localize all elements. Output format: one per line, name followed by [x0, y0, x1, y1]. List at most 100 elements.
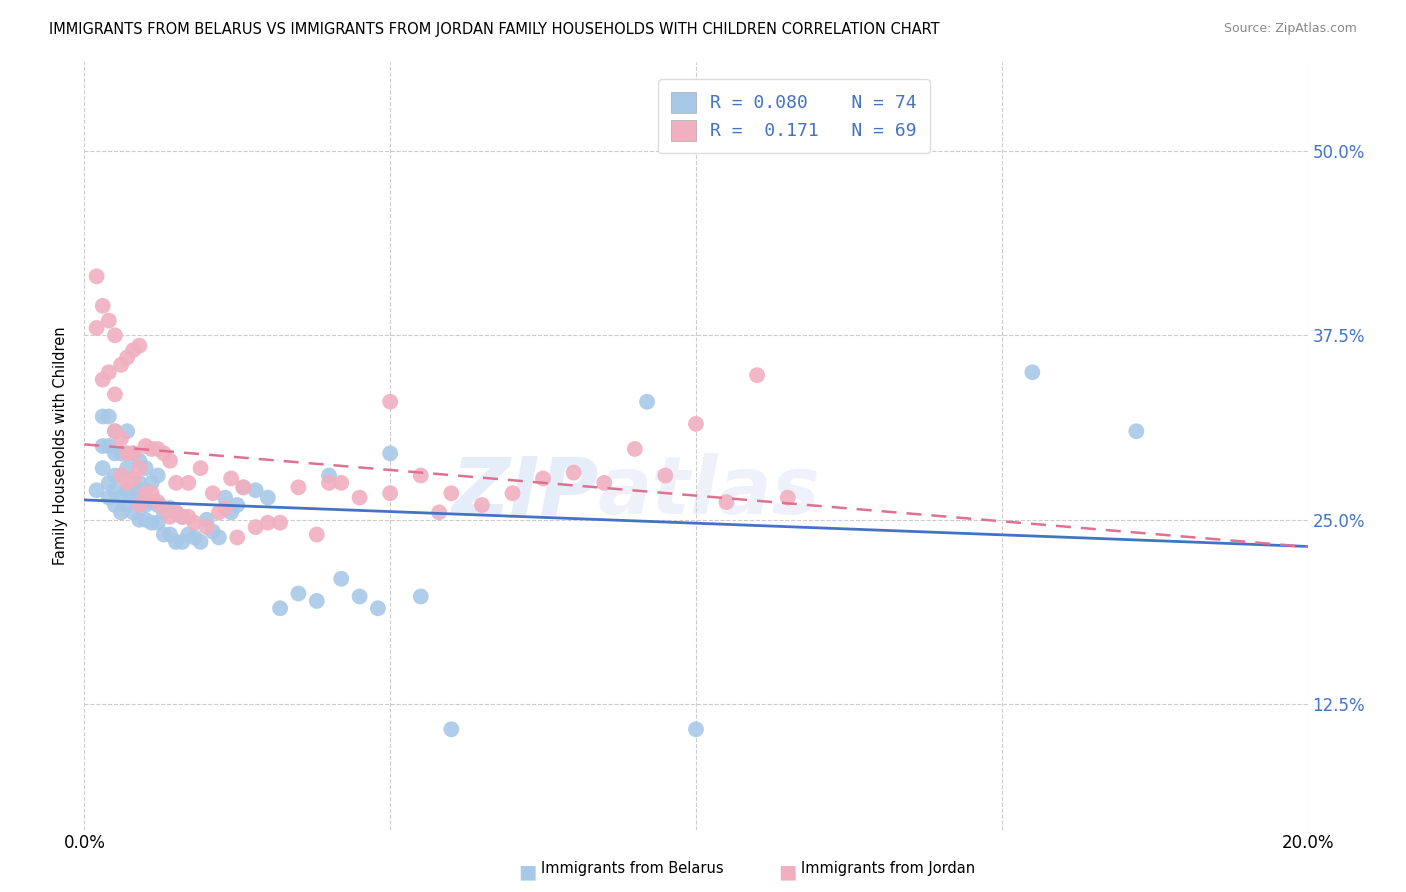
Point — [183, 531, 205, 545]
Point — [159, 527, 181, 541]
Point — [440, 486, 463, 500]
Point — [115, 446, 138, 460]
Point — [91, 461, 114, 475]
Point — [1125, 424, 1147, 438]
Point — [165, 535, 187, 549]
Point — [97, 365, 120, 379]
Point — [502, 486, 524, 500]
Point — [110, 491, 132, 505]
Point — [349, 590, 371, 604]
Point — [165, 505, 187, 519]
Point — [153, 505, 176, 519]
Point — [104, 424, 127, 438]
Point — [141, 475, 163, 490]
Point — [135, 439, 157, 453]
Point — [115, 483, 138, 498]
Point — [91, 299, 114, 313]
Point — [208, 531, 231, 545]
Point — [232, 480, 254, 494]
Point — [91, 439, 114, 453]
Point — [159, 500, 181, 515]
Point — [636, 394, 658, 409]
Point — [146, 498, 169, 512]
Point — [367, 601, 389, 615]
Point — [177, 527, 200, 541]
Text: ■: ■ — [778, 862, 797, 881]
Point — [128, 339, 150, 353]
Legend: R = 0.080    N = 74, R =  0.171   N = 69: R = 0.080 N = 74, R = 0.171 N = 69 — [658, 79, 929, 153]
Point — [104, 483, 127, 498]
Point — [172, 509, 194, 524]
Point — [135, 483, 157, 498]
Point — [318, 475, 340, 490]
Point — [110, 432, 132, 446]
Point — [141, 486, 163, 500]
Point — [219, 471, 242, 485]
Point — [104, 387, 127, 401]
Point — [97, 491, 120, 505]
Point — [380, 394, 402, 409]
Point — [115, 446, 138, 460]
Point — [214, 500, 236, 515]
Point — [440, 723, 463, 737]
Point — [122, 505, 145, 519]
Point — [716, 495, 738, 509]
Point — [380, 486, 402, 500]
Point — [201, 486, 224, 500]
Point — [97, 439, 120, 453]
Point — [153, 527, 176, 541]
Point — [128, 461, 150, 475]
Point — [287, 586, 309, 600]
Point — [110, 468, 132, 483]
Point — [624, 442, 647, 456]
Point — [97, 409, 120, 424]
Point — [122, 475, 145, 490]
Point — [110, 468, 132, 483]
Point — [776, 491, 799, 505]
Point — [226, 498, 249, 512]
Point — [685, 417, 707, 431]
Text: IMMIGRANTS FROM BELARUS VS IMMIGRANTS FROM JORDAN FAMILY HOUSEHOLDS WITH CHILDRE: IMMIGRANTS FROM BELARUS VS IMMIGRANTS FR… — [49, 22, 939, 37]
Point — [257, 516, 280, 530]
Point — [177, 509, 200, 524]
Point — [269, 601, 291, 615]
Point — [91, 409, 114, 424]
Point — [146, 495, 169, 509]
Point — [195, 513, 218, 527]
Point — [409, 468, 432, 483]
Point — [593, 475, 616, 490]
Point — [128, 498, 150, 512]
Text: Immigrants from Belarus: Immigrants from Belarus — [541, 861, 724, 876]
Point — [305, 527, 328, 541]
Point — [305, 594, 328, 608]
Point — [86, 321, 108, 335]
Point — [685, 723, 707, 737]
Point — [427, 505, 450, 519]
Point — [104, 498, 127, 512]
Point — [330, 475, 353, 490]
Point — [190, 535, 212, 549]
Point — [97, 313, 120, 327]
Point — [141, 516, 163, 530]
Point — [104, 328, 127, 343]
Point — [135, 486, 157, 500]
Point — [135, 461, 157, 475]
Point — [245, 520, 267, 534]
Point — [195, 520, 218, 534]
Point — [97, 475, 120, 490]
Point — [562, 466, 585, 480]
Point — [245, 483, 267, 498]
Point — [110, 446, 132, 460]
Point — [269, 516, 291, 530]
Point — [86, 483, 108, 498]
Point — [128, 475, 150, 490]
Point — [122, 471, 145, 485]
Point — [747, 368, 769, 383]
Text: Immigrants from Jordan: Immigrants from Jordan — [801, 861, 976, 876]
Point — [208, 505, 231, 519]
Point — [86, 269, 108, 284]
Point — [165, 475, 187, 490]
Point — [287, 480, 309, 494]
Text: ZIP: ZIP — [451, 453, 598, 531]
Point — [135, 498, 157, 512]
